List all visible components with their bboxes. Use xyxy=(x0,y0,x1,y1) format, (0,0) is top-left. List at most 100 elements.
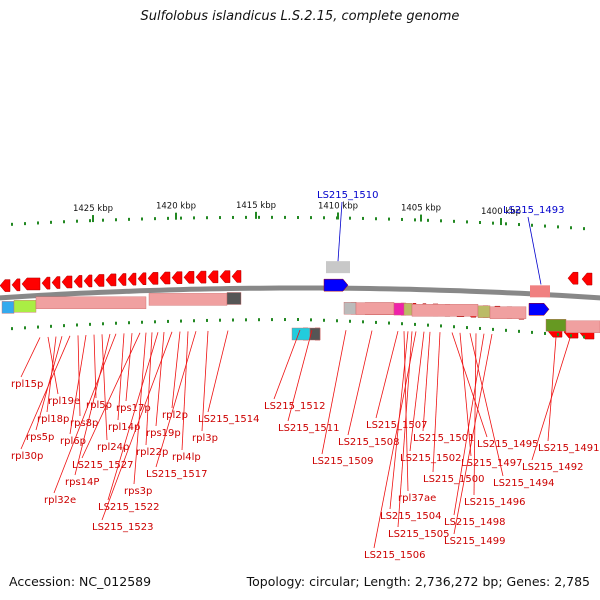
gene-label: LS215_1505 xyxy=(388,529,449,540)
gene-arrow xyxy=(0,279,11,292)
gene-leader-line xyxy=(101,334,108,441)
gene-label: rpl4lp xyxy=(172,452,201,463)
gene-label: LS215_1494 xyxy=(493,478,554,489)
gene-label: rpl2p xyxy=(162,410,188,421)
gene-label: LS215_1495 xyxy=(477,439,538,450)
gene-arrow xyxy=(159,271,171,285)
annotation-box xyxy=(545,319,567,332)
gene-label: rpl3p xyxy=(192,433,218,444)
gene-label: LS215_1517 xyxy=(146,469,207,480)
gene-leader-line xyxy=(459,332,472,457)
gene-label: LS215_1527 xyxy=(72,460,133,471)
gene-label: rpl6p xyxy=(60,436,86,447)
highlight-gene-label: LS215_1493 xyxy=(503,205,564,216)
gene-label: LS215_1523 xyxy=(92,522,153,533)
gene-leader-line xyxy=(117,333,125,421)
gene-label: LS215_1511 xyxy=(278,423,339,434)
scale-label: 1405 kbp xyxy=(401,204,441,214)
gene-label: rpl14p xyxy=(108,422,140,433)
gene-label: rpl22p xyxy=(136,447,168,458)
gene-leader-line xyxy=(547,337,557,442)
gene-arrow xyxy=(183,271,195,284)
genome-backbone-line xyxy=(0,285,600,301)
annotation-box xyxy=(1,301,15,314)
gene-leader-line xyxy=(47,336,59,395)
gene-arrow xyxy=(83,274,93,288)
annotation-box xyxy=(309,327,321,341)
gene-arrow xyxy=(147,272,159,285)
scale-label: 1400 kbp xyxy=(481,207,521,217)
highlight-gene-label: LS215_1510 xyxy=(317,190,378,201)
gene-label: rpl19e xyxy=(48,396,80,407)
annotation-box xyxy=(148,293,228,306)
gene-arrow xyxy=(137,272,147,285)
gene-leader-line xyxy=(273,329,301,400)
gene-label: rps19p xyxy=(146,428,181,439)
annotation-box xyxy=(411,304,479,317)
annotation-box xyxy=(343,302,357,315)
gene-leader-line xyxy=(473,333,477,496)
gene-leader-line xyxy=(125,333,133,402)
scale-ruler: 1425 kbp 1420 kbp 1415 kbp 1410 kbp 1405 kbp… xyxy=(11,201,585,231)
gene-label: rps5p xyxy=(26,432,54,443)
gene-label: rpl32e xyxy=(44,495,76,506)
gene-label: LS215_1522 xyxy=(98,502,159,513)
annotation-box xyxy=(565,320,600,334)
gene-label: LS215_1502 xyxy=(400,453,461,464)
gene-label: LS215_1499 xyxy=(444,536,505,547)
gene-label: rps14P xyxy=(65,477,99,488)
gene-leader-line xyxy=(453,333,493,535)
highlight-leader-line xyxy=(527,216,542,285)
gene-leader-line xyxy=(155,332,165,427)
gene-arrow xyxy=(105,273,117,287)
annotation-box xyxy=(291,327,311,341)
highlight-gene-arrow xyxy=(323,278,349,292)
gene-leader-line xyxy=(107,332,159,501)
gene-leader-line xyxy=(321,330,347,455)
gene-leader-line xyxy=(287,329,313,422)
gene-leader-line xyxy=(171,331,181,409)
gene-label: LS215_1498 xyxy=(444,517,505,528)
gene-leader-line xyxy=(451,332,488,438)
annotation-box xyxy=(393,302,405,316)
gene-leader-line xyxy=(155,331,197,468)
gene-label: rpl18p xyxy=(37,414,69,425)
gene-label: rps3p xyxy=(124,486,152,497)
annotation-box xyxy=(226,292,242,305)
highlight-gene-box xyxy=(326,261,350,274)
gene-leader-line xyxy=(201,330,209,432)
gene-leader-line xyxy=(53,333,117,494)
annotation-box xyxy=(35,296,147,310)
gene-leader-line xyxy=(101,331,173,521)
gene-label: LS215_1491 xyxy=(538,443,599,454)
scale-label: 1425 kbp xyxy=(73,204,113,214)
genome-backbone xyxy=(0,285,600,301)
gene-leader-line xyxy=(74,333,111,476)
gene-label: rps17p xyxy=(116,403,151,414)
gene-label: LS215_1507 xyxy=(366,420,427,431)
highlight-gene-arrow xyxy=(528,303,550,316)
gene-label: LS215_1497 xyxy=(461,458,522,469)
gene-leader-line xyxy=(133,332,147,485)
highlight-leader-line xyxy=(337,201,343,262)
gene-leader-line xyxy=(181,331,189,451)
gene-label: LS215_1496 xyxy=(464,497,525,508)
gene-arrow xyxy=(195,270,207,284)
gene-arrow xyxy=(581,272,593,286)
gene-label: LS215_1504 xyxy=(380,511,441,522)
gene-labels: rpl15p rpl19e rpl18p rps5p rpl30p rps8p rpl6p r… xyxy=(11,190,599,561)
gene-leader-line xyxy=(69,334,87,435)
gene-label: LS215_1514 xyxy=(198,414,259,425)
annotation-box xyxy=(489,306,527,319)
gene-leader-line xyxy=(422,331,431,432)
gene-arrow xyxy=(117,273,127,286)
gene-leader-line xyxy=(432,332,441,473)
gene-label: LS215_1500 xyxy=(423,474,484,485)
gene-label: rps8p xyxy=(70,418,98,429)
gene-label: rpl37ae xyxy=(398,493,436,504)
gene-leader-line xyxy=(375,330,399,419)
gene-label: rpl5p xyxy=(86,400,112,411)
gene-leader-line xyxy=(145,332,153,446)
gene-leader-line xyxy=(93,334,97,399)
